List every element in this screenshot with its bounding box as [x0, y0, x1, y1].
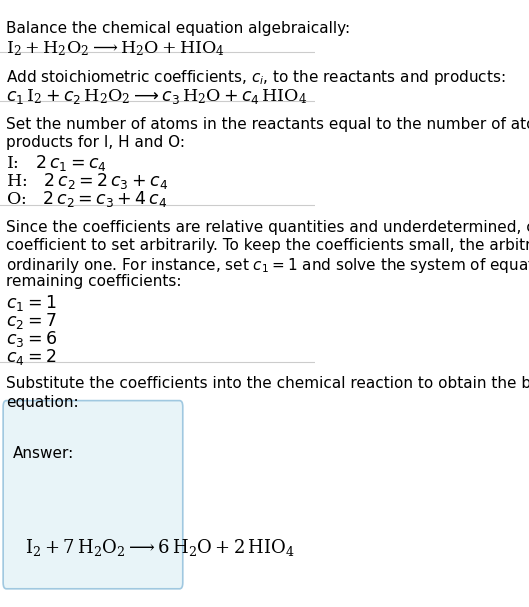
Text: $\mathregular{I_2 + H_2O_2 \longrightarrow H_2O + HIO_4}$: $\mathregular{I_2 + H_2O_2 \longrightarr… — [6, 39, 225, 58]
Text: H:   $2\,c_2 = 2\,c_3 + c_4$: H: $2\,c_2 = 2\,c_3 + c_4$ — [6, 171, 168, 191]
Text: $c_2 = 7$: $c_2 = 7$ — [6, 311, 57, 331]
Text: coefficient to set arbitrarily. To keep the coefficients small, the arbitrary va: coefficient to set arbitrarily. To keep … — [6, 238, 529, 253]
Text: $\mathregular{I_2 + 7\,H_2O_2 \longrightarrow 6\,H_2O + 2\,HIO_4}$: $\mathregular{I_2 + 7\,H_2O_2 \longright… — [25, 537, 295, 558]
Text: equation:: equation: — [6, 395, 79, 410]
Text: Substitute the coefficients into the chemical reaction to obtain the balanced: Substitute the coefficients into the che… — [6, 376, 529, 392]
Text: Set the number of atoms in the reactants equal to the number of atoms in the: Set the number of atoms in the reactants… — [6, 117, 529, 132]
FancyBboxPatch shape — [3, 401, 183, 589]
Text: Answer:: Answer: — [13, 446, 74, 461]
Text: ordinarily one. For instance, set $c_1 = 1$ and solve the system of equations fo: ordinarily one. For instance, set $c_1 =… — [6, 256, 529, 275]
Text: Add stoichiometric coefficients, $c_i$, to the reactants and products:: Add stoichiometric coefficients, $c_i$, … — [6, 68, 506, 87]
Text: $c_1 = 1$: $c_1 = 1$ — [6, 293, 57, 313]
Text: remaining coefficients:: remaining coefficients: — [6, 274, 182, 290]
Text: O:   $2\,c_2 = c_3 + 4\,c_4$: O: $2\,c_2 = c_3 + 4\,c_4$ — [6, 189, 168, 209]
Text: products for I, H and O:: products for I, H and O: — [6, 135, 185, 150]
Text: Balance the chemical equation algebraically:: Balance the chemical equation algebraica… — [6, 21, 350, 36]
Text: $c_3 = 6$: $c_3 = 6$ — [6, 329, 58, 349]
Text: $c_1\, \mathregular{I_2} + c_2\, \mathregular{H_2O_2} \longrightarrow c_3\, \mat: $c_1\, \mathregular{I_2} + c_2\, \mathre… — [6, 87, 307, 106]
Text: I:   $2\,c_1 = c_4$: I: $2\,c_1 = c_4$ — [6, 153, 107, 173]
Text: $c_4 = 2$: $c_4 = 2$ — [6, 347, 57, 367]
Text: Since the coefficients are relative quantities and underdetermined, choose a: Since the coefficients are relative quan… — [6, 220, 529, 235]
